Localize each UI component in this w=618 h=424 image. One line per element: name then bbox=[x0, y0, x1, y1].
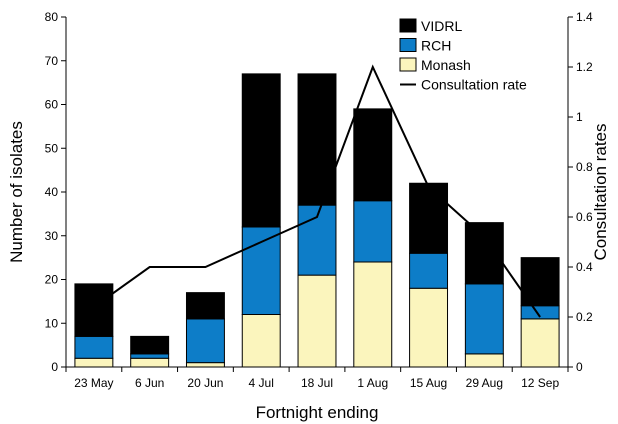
x-tick-label: 4 Jul bbox=[249, 376, 274, 390]
y2-tick-label: 0 bbox=[576, 360, 583, 374]
y-tick-label: 30 bbox=[45, 229, 59, 243]
bars-layer bbox=[74, 73, 560, 368]
y2-axis-title: Consultation rates bbox=[591, 123, 610, 260]
legend-label: Consultation rate bbox=[421, 77, 527, 93]
x-tick-label: 6 Jun bbox=[135, 376, 164, 390]
bar-rch-6 bbox=[409, 252, 449, 289]
y2-tick-label: 0.4 bbox=[576, 260, 593, 274]
bar-vidrl-5 bbox=[353, 108, 393, 202]
y-tick-label: 0 bbox=[51, 360, 58, 374]
bar-monash-8 bbox=[520, 318, 560, 368]
y2-tick-label: 1.2 bbox=[576, 60, 593, 74]
bar-monash-7 bbox=[464, 353, 504, 368]
x-tick-label: 23 May bbox=[74, 376, 113, 390]
bar-rch-3 bbox=[241, 226, 281, 315]
legend-label: VIDRL bbox=[421, 18, 462, 34]
x-tick-label: 1 Aug bbox=[357, 376, 388, 390]
y-tick-label: 70 bbox=[45, 54, 59, 68]
consultation-rate-layer bbox=[93, 64, 541, 318]
y2-tick-label: 0.6 bbox=[576, 210, 593, 224]
bar-vidrl-1 bbox=[130, 335, 170, 355]
bar-rch-1 bbox=[130, 353, 170, 359]
legend-swatch-monash bbox=[399, 57, 417, 72]
bar-monash-5 bbox=[353, 261, 393, 368]
x-axis-title: Fortnight ending bbox=[256, 403, 379, 422]
bar-vidrl-3 bbox=[241, 73, 281, 228]
bar-monash-1 bbox=[130, 357, 170, 368]
bar-monash-4 bbox=[297, 274, 337, 368]
legend-label: Monash bbox=[421, 57, 471, 73]
y-tick-label: 10 bbox=[45, 316, 59, 330]
axes-layer: 0 10 20 30 40 50 60 70 80 0 0.2 0.4 0.6 0.8 1 1.2 1.4 23 … bbox=[45, 10, 593, 390]
legend-swatch-rch bbox=[399, 38, 417, 52]
bar-rch-0 bbox=[74, 335, 114, 359]
y2-tick-label: 1 bbox=[576, 110, 583, 124]
y2-tick-label: 0.8 bbox=[576, 160, 593, 174]
bar-vidrl-0 bbox=[74, 283, 114, 337]
y-axis-title: Number of isolates bbox=[7, 121, 26, 263]
consultation-rate-line bbox=[93, 64, 541, 318]
y-tick-label: 80 bbox=[45, 10, 59, 24]
x-tick-label: 29 Aug bbox=[466, 376, 503, 390]
x-tick-label: 12 Sep bbox=[521, 376, 559, 390]
bar-rch-2 bbox=[185, 318, 225, 364]
bar-rch-5 bbox=[353, 200, 393, 263]
legend-label: RCH bbox=[421, 38, 451, 54]
bar-monash-3 bbox=[241, 314, 281, 368]
y2-tick-label: 0.2 bbox=[576, 310, 593, 324]
bar-vidrl-2 bbox=[185, 292, 225, 320]
bar-vidrl-7 bbox=[464, 222, 504, 285]
legend: VIDRL RCH Monash Consultation rate bbox=[399, 18, 527, 93]
bar-vidrl-6 bbox=[409, 182, 449, 254]
y-tick-label: 50 bbox=[45, 141, 59, 155]
x-tick-label: 15 Aug bbox=[410, 376, 447, 390]
y-tick-label: 40 bbox=[45, 185, 59, 199]
x-tick-label: 18 Jul bbox=[301, 376, 333, 390]
bar-monash-0 bbox=[74, 357, 114, 368]
x-tick-label: 20 Jun bbox=[187, 376, 223, 390]
legend-swatch-vidrl bbox=[399, 18, 417, 33]
y-tick-label: 60 bbox=[45, 98, 59, 112]
bar-vidrl-4 bbox=[297, 73, 337, 206]
bar-monash-2 bbox=[185, 362, 225, 368]
bar-rch-7 bbox=[464, 283, 504, 355]
bar-monash-6 bbox=[409, 287, 449, 368]
y-tick-label: 20 bbox=[45, 273, 59, 287]
y2-tick-label: 1.4 bbox=[576, 10, 593, 24]
